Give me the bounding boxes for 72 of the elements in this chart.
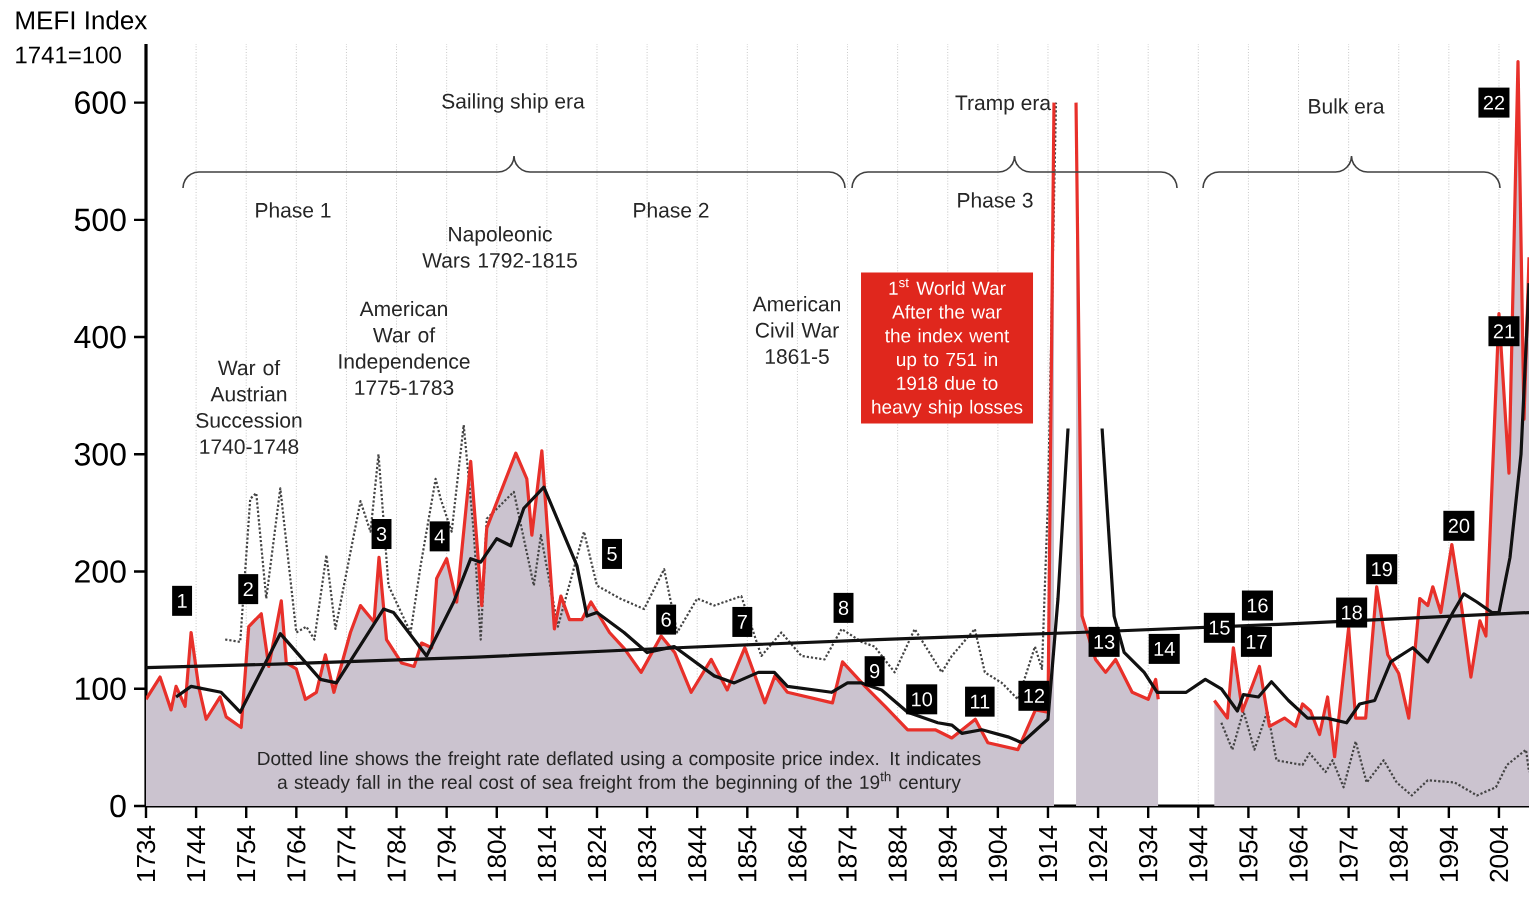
annotation: Phase 1 [256, 202, 331, 218]
x-tick-label: 1894 [938, 825, 957, 881]
annotation: 8 [838, 600, 849, 615]
x-tick-label: 1794 [437, 825, 456, 881]
annotation: 9 [869, 664, 880, 679]
y-tick-label: 300 [74, 442, 126, 466]
annotation: 20 [1448, 518, 1470, 533]
annotation: 1$^{st}$ World War [889, 278, 1006, 295]
annotation: Dotted line shows the freight rate deflated using a composite price index. It indicates a steady fall in the real cost of sea freight from the beginning of the 19$^{th}$ century [258, 751, 981, 793]
annotation: 5 [607, 546, 617, 561]
annotation: 10 [912, 692, 933, 707]
x-tick-label: 1934 [1138, 825, 1158, 881]
x-tick-label: 1974 [1339, 825, 1358, 881]
y-tick-label: 500 [74, 208, 126, 232]
annotation: 11 [970, 694, 990, 709]
x-tick-label: 1914 [1038, 825, 1058, 881]
x-tick-label: 1864 [788, 825, 807, 881]
annotation: After the war the index went up to 751 in 1918 due to heavy ship losses [872, 304, 1023, 418]
x-tick-label: 1784 [387, 825, 406, 881]
x-tick-label: 1734 [136, 825, 156, 881]
annotation: 12 [1024, 688, 1045, 703]
x-tick-label: 1964 [1289, 825, 1308, 881]
annotation: 13 [1094, 634, 1115, 649]
y-tick-label: 600 [75, 91, 126, 114]
x-tick-label: 1884 [888, 825, 907, 881]
x-tick-label: 1764 [287, 825, 306, 881]
x-tick-label: 1874 [838, 825, 857, 881]
x-tick-label: 1984 [1389, 825, 1408, 881]
x-tick-label: 1834 [637, 825, 657, 881]
chart-subtitle: 1741=100 [16, 46, 121, 64]
annotation: 7 [737, 615, 747, 629]
annotation: 2 [243, 582, 253, 597]
annotation: 15 [1209, 620, 1230, 635]
chart-title: MEFI Index [16, 10, 148, 30]
annotation: Phase 3 [958, 192, 1033, 208]
x-tick-label: 1804 [487, 825, 506, 881]
y-tick-label: 400 [74, 325, 126, 349]
annotation: Bulk era [1309, 98, 1385, 114]
y-tick-label: 0 [110, 794, 126, 818]
x-tick-label: 1954 [1239, 825, 1258, 881]
annotation: American War of Independence 1775-1783 [339, 300, 470, 396]
x-tick-label: 1994 [1439, 825, 1459, 881]
annotation: 19 [1372, 562, 1392, 577]
annotation: 22 [1483, 95, 1505, 110]
x-tick-label: 1844 [687, 825, 707, 881]
annotation: 17 [1246, 634, 1267, 649]
y-tick-label: 200 [75, 560, 126, 583]
x-tick-label: 1854 [738, 825, 757, 881]
annotation: American Civil War 1861-5 [752, 296, 840, 364]
annotation: Sailing ship era [442, 93, 585, 113]
x-tick-label: 1924 [1088, 825, 1108, 881]
annotation: 16 [1247, 598, 1268, 613]
annotation: 6 [661, 612, 671, 627]
x-tick-label: 1754 [237, 825, 256, 881]
annotation: 18 [1342, 605, 1362, 620]
x-tick-label: 1774 [337, 825, 356, 881]
annotation: 21 [1493, 324, 1515, 339]
annotation: Phase 2 [634, 202, 709, 218]
x-tick-label: 1944 [1189, 825, 1208, 881]
x-tick-label: 1744 [187, 825, 206, 881]
annotation: 4 [434, 529, 445, 544]
x-tick-label: 1904 [988, 825, 1008, 881]
x-tick-label: 1824 [587, 825, 607, 881]
x-tick-label: 2004 [1489, 825, 1509, 882]
annotation: War of Austrian Succession 1740-1748 [196, 359, 302, 455]
annotation: 3 [376, 526, 387, 542]
annotation: Tramp era [955, 95, 1052, 115]
annotation: Napoleonic Wars 1792-1815 [422, 226, 577, 268]
annotation: 1 [178, 593, 187, 608]
x-tick-label: 1814 [537, 825, 557, 881]
annotation: 14 [1154, 642, 1175, 656]
y-tick-label: 100 [75, 677, 126, 701]
